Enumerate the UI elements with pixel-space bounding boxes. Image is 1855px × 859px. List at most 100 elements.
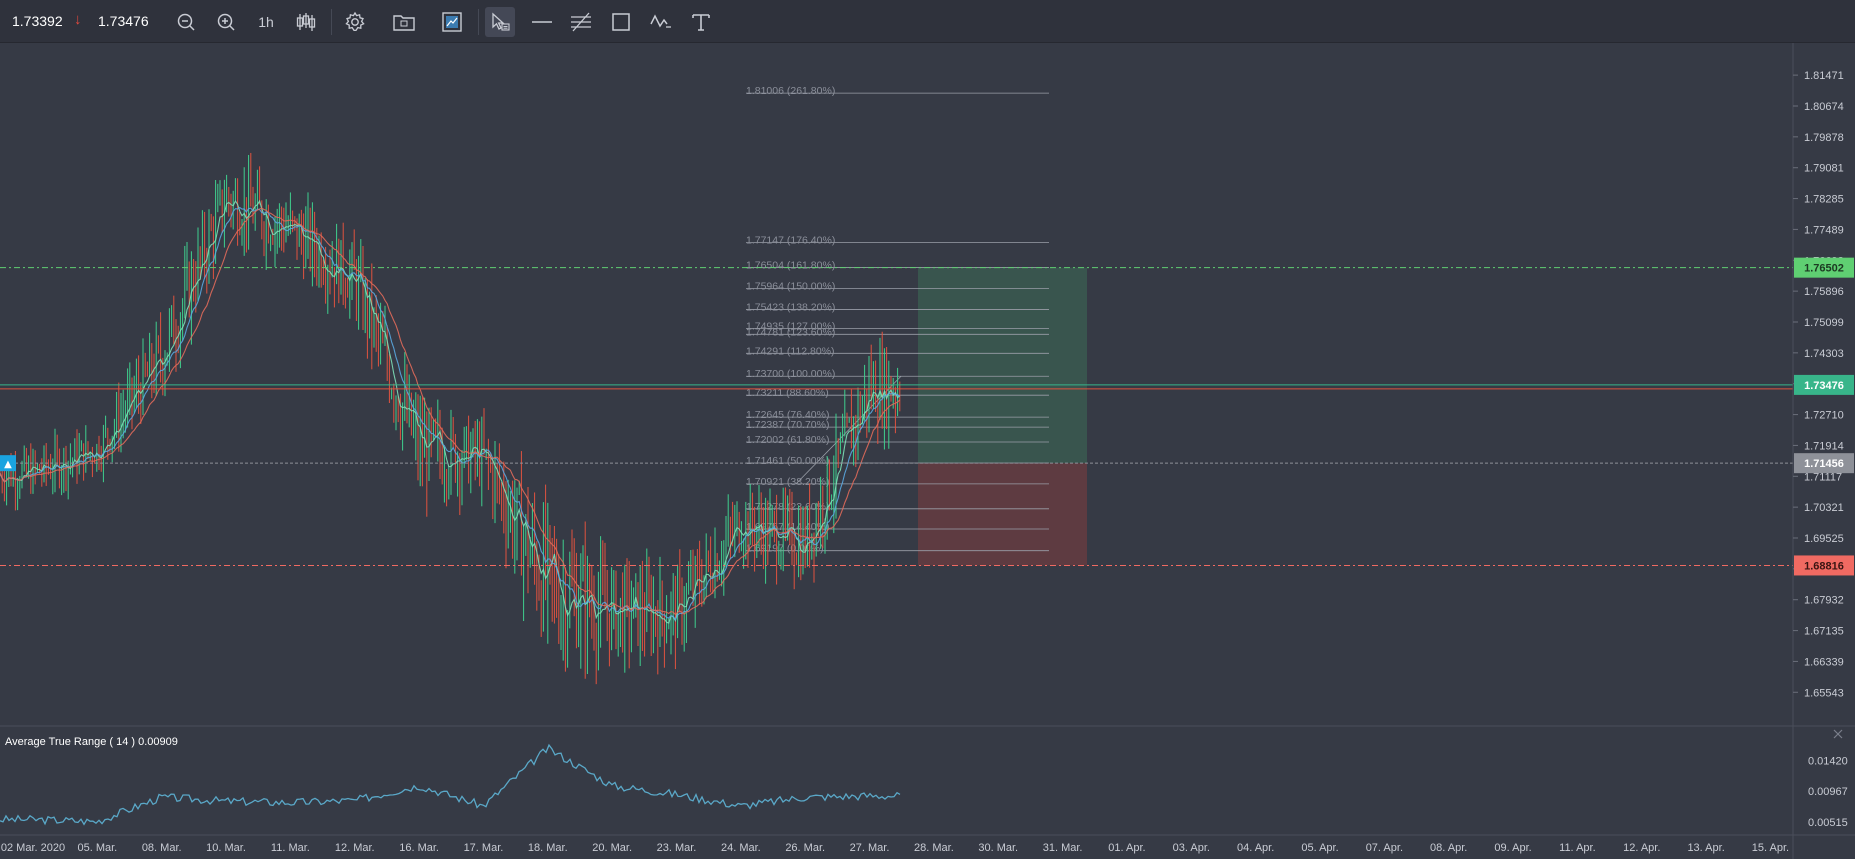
- time-tick-label: 11. Mar.: [271, 842, 310, 854]
- moving-average-line: [0, 207, 901, 616]
- time-tick-label: 05. Apr.: [1301, 842, 1338, 854]
- position-box[interactable]: [918, 267, 1087, 566]
- candlestick-series: [0, 152, 901, 685]
- price-tick-label: 1.70321: [1804, 502, 1844, 514]
- price-tick-label: 1.78285: [1804, 194, 1844, 206]
- price-tick-label: 1.71914: [1804, 440, 1844, 452]
- time-tick-label: 05. Mar.: [77, 842, 117, 854]
- price-tick-label: 1.75896: [1804, 286, 1844, 298]
- time-tick-label: 07. Apr.: [1366, 842, 1403, 854]
- time-tick-label: 27. Mar.: [850, 842, 890, 854]
- price-tag-label: 1.76502: [1804, 263, 1844, 275]
- fib-level-label: 1.75964 (150.00%): [746, 280, 835, 292]
- fib-level-label: 1.71461 (50.00%): [746, 455, 829, 467]
- fib-level-label: 1.70921 (38.20%): [746, 476, 829, 488]
- candles-icon[interactable]: [291, 7, 321, 37]
- price-lines[interactable]: [0, 267, 1793, 566]
- picture-icon[interactable]: [437, 7, 467, 37]
- time-tick-label: 17. Mar.: [464, 842, 504, 854]
- parallel-lines-icon[interactable]: [566, 7, 596, 37]
- fib-level-label: 1.77147 (176.40%): [746, 235, 835, 247]
- toolbar-separator: [331, 9, 332, 35]
- time-tick-label: 11. Apr.: [1559, 842, 1596, 854]
- time-axis[interactable]: 02 Mar. 2020 05. Mar. 08. Mar. 10. Mar. 11. …: [1, 842, 1789, 854]
- price-tick-label: 1.66339: [1804, 656, 1844, 668]
- wave-icon[interactable]: [646, 7, 676, 37]
- time-tick-label: 12. Mar.: [335, 842, 375, 854]
- close-icon[interactable]: [1833, 729, 1843, 739]
- fib-level-label: 1.72387 (70.70%): [746, 419, 829, 431]
- time-tick-label: 20. Mar.: [592, 842, 632, 854]
- time-tick-label: 12. Apr.: [1623, 842, 1660, 854]
- chart-area[interactable]: 1.81006 (261.80%) 1.77147 (176.40%) 1.7650…: [0, 43, 1855, 859]
- fib-level-label: 1.74935 (127.00%): [746, 320, 835, 332]
- indicator-tick-label: 0.00515: [1808, 817, 1848, 829]
- price-tick-label: 1.65543: [1804, 687, 1844, 699]
- fib-level-label: 1.75423 (138.20%): [746, 301, 835, 313]
- toolbar: 1.73392 ↓ 1.73476 1h: [0, 0, 1855, 43]
- time-tick-label: 08. Apr.: [1430, 842, 1467, 854]
- price-tick-label: 1.80674: [1804, 101, 1844, 113]
- time-tick-label: 23. Mar.: [657, 842, 697, 854]
- price-tag-label: 1.68816: [1804, 560, 1844, 572]
- time-tick-label: 24. Mar.: [721, 842, 761, 854]
- price-tick-label: 1.79081: [1804, 163, 1844, 175]
- fib-level-label: 1.73211 (88.60%): [746, 387, 829, 399]
- price-tag: [1794, 555, 1854, 576]
- zoom-in-icon[interactable]: [211, 7, 241, 37]
- ask-price: 1.73476: [98, 13, 149, 29]
- take-profit-zone[interactable]: [918, 267, 1087, 464]
- time-tick-label: 18. Mar.: [528, 842, 568, 854]
- text-icon[interactable]: [686, 7, 716, 37]
- indicator-tick-label: 0.00967: [1808, 786, 1848, 798]
- zoom-out-icon[interactable]: [171, 7, 201, 37]
- horizontal-line-icon[interactable]: [527, 7, 557, 37]
- price-tick-label: 1.71117: [1804, 471, 1842, 483]
- price-tag: [1794, 374, 1854, 395]
- time-tick-label: 01. Apr.: [1108, 842, 1145, 854]
- timeframe-button[interactable]: 1h: [258, 14, 274, 30]
- stop-loss-zone[interactable]: [918, 463, 1087, 566]
- time-tick-label: 30. Mar.: [978, 842, 1018, 854]
- price-tag-label: 1.73476: [1804, 380, 1844, 392]
- fib-level-label: 1.74291 (112.80%): [746, 345, 835, 357]
- time-tick-label: 02 Mar. 2020: [1, 842, 65, 854]
- folder-icon[interactable]: [389, 7, 419, 37]
- time-tick-label: 16. Mar.: [399, 842, 439, 854]
- entry-marker-label: ▲: [4, 459, 12, 470]
- time-tick-label: 28. Mar.: [914, 842, 954, 854]
- moving-average-line: [0, 199, 901, 624]
- time-tick-label: 03. Apr.: [1173, 842, 1210, 854]
- price-tags: 1.76502 1.73476 1.71456 1.68816 ▲: [0, 257, 1854, 576]
- fib-level-label: 1.72645 (76.40%): [746, 409, 829, 421]
- fib-level-label: 1.74781 (123.60%): [746, 326, 835, 338]
- price-tick-label: 1.72710: [1804, 410, 1844, 422]
- fib-level-label: 1.81006 (261.80%): [746, 85, 835, 97]
- time-tick-label: 10. Mar.: [206, 842, 246, 854]
- time-tick-label: 13. Apr.: [1687, 842, 1724, 854]
- price-tick-label: 1.79878: [1804, 132, 1844, 144]
- bid-price: 1.73392: [12, 13, 63, 29]
- time-tick-label: 31. Mar.: [1043, 842, 1083, 854]
- price-tag: [1794, 453, 1854, 474]
- gear-icon[interactable]: [340, 7, 370, 37]
- indicator-axis: 0.01420 0.00967 0.00515: [1808, 756, 1848, 829]
- price-tag-label: 1.71456: [1804, 458, 1844, 470]
- rectangle-icon[interactable]: [606, 7, 636, 37]
- atr-line: [0, 743, 901, 826]
- arrow-down-icon: ↓: [74, 11, 82, 28]
- price-tick-label: 1.77489: [1804, 224, 1844, 236]
- indicator-tick-label: 0.01420: [1808, 756, 1848, 768]
- time-tick-label: 15. Apr.: [1752, 842, 1789, 854]
- time-tick-label: 08. Mar.: [142, 842, 182, 854]
- fib-level-label: 1.73700 (100.00%): [746, 368, 835, 380]
- time-tick-label: 04. Apr.: [1237, 842, 1274, 854]
- cursor-icon[interactable]: [485, 7, 515, 37]
- time-tick-label: 26. Mar.: [785, 842, 825, 854]
- fib-level-label: 1.76504 (161.80%): [746, 260, 835, 272]
- price-tick-label: 1.74303: [1804, 348, 1844, 360]
- price-tick-label: 1.69525: [1804, 533, 1844, 545]
- fib-level-label: 1.72002 (61.80%): [746, 434, 829, 446]
- time-tick-label: 09. Apr.: [1494, 842, 1531, 854]
- entry-marker[interactable]: [0, 455, 16, 472]
